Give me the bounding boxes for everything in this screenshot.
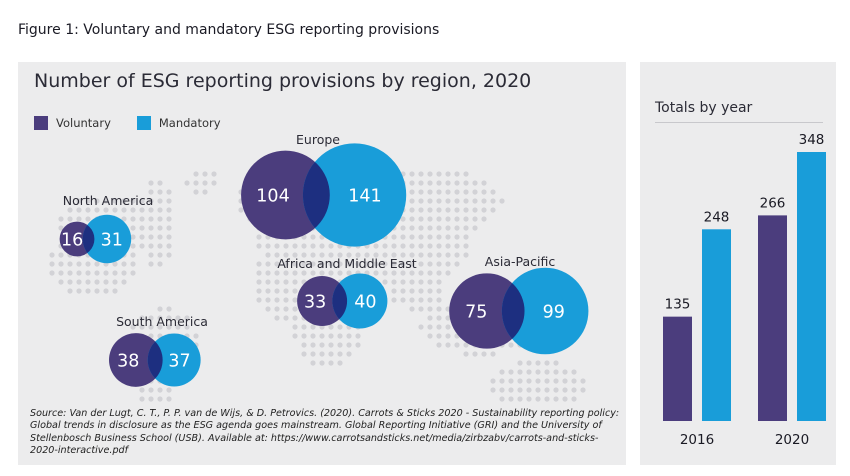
totals-panel: Totals by year 135 248 2016 266 348 2020 (640, 62, 836, 465)
data-label-mandatory: 31 (101, 231, 123, 251)
x-tick-label: 2016 (680, 432, 714, 448)
totals-title-rule (655, 122, 823, 123)
data-label-mandatory: 40 (354, 293, 376, 313)
legend-swatch-mandatory (136, 116, 151, 130)
region-label: Asia-Pacific (485, 254, 556, 269)
data-label-voluntary: 38 (117, 352, 139, 372)
bubble-mandatory (147, 333, 201, 387)
legend-label-voluntary: Voluntary (56, 116, 111, 130)
bubble-voluntary (297, 276, 348, 326)
legend-item-voluntary: Voluntary (34, 116, 111, 130)
bubble-mandatory (82, 214, 132, 264)
bubble-voluntary (109, 333, 163, 387)
region-label: South America (116, 314, 208, 329)
map-panel: 16 31 North America 104 141 Europe 33 40 Africa … (18, 62, 626, 465)
region-africa-and-middle-east: 33 40 Africa and Middle East (277, 256, 417, 329)
bubble-chart: 16 31 North America 104 141 Europe 33 40 Africa … (49, 132, 589, 402)
data-label-mandatory: 99 (543, 303, 565, 323)
region-asia-pacific: 75 99 Asia-Pacific (449, 254, 589, 355)
figure-title: Figure 1: Voluntary and mandatory ESG re… (18, 22, 440, 38)
data-label-mandatory: 141 (348, 187, 381, 207)
legend: Voluntary Mandatory (34, 116, 247, 130)
bubble-voluntary (241, 150, 330, 240)
bar-value-label: 248 (704, 209, 730, 225)
source-note: Source: Van der Lugt, C. T., P. P. van d… (30, 408, 620, 457)
bar-voluntary-2020 (758, 215, 787, 421)
data-label-voluntary: 104 (256, 187, 289, 207)
data-label-voluntary: 33 (304, 293, 326, 313)
region-south-america: 38 37 South America (109, 314, 208, 387)
data-label-mandatory: 37 (168, 352, 190, 372)
bubble-mandatory (302, 143, 407, 247)
legend-item-mandatory: Mandatory (136, 116, 221, 130)
region-europe: 104 141 Europe (241, 132, 407, 247)
bar-value-label: 348 (799, 132, 825, 148)
legend-swatch-voluntary (34, 116, 48, 130)
data-label-voluntary: 16 (61, 231, 83, 251)
bar-mandatory-2016 (702, 229, 731, 421)
legend-label-mandatory: Mandatory (158, 116, 221, 130)
bubble-mandatory (332, 273, 388, 329)
data-label-voluntary: 75 (465, 303, 487, 323)
bar-chart: 135 248 2016 266 348 2020 (663, 132, 826, 448)
region-north-america: 16 31 North America (59, 193, 154, 264)
region-label: Africa and Middle East (277, 256, 416, 271)
region-label: Europe (296, 132, 340, 147)
region-label: North America (63, 193, 154, 208)
chart-title: Number of ESG reporting provisions by re… (34, 70, 532, 92)
totals-title: Totals by year (655, 100, 753, 116)
x-tick-label: 2020 (775, 432, 809, 448)
bar-mandatory-2020 (797, 152, 826, 421)
bubble-mandatory (501, 267, 589, 355)
bar-value-label: 266 (760, 195, 786, 211)
bar-value-label: 135 (665, 297, 691, 313)
bar-voluntary-2016 (663, 316, 692, 421)
bubble-voluntary (449, 273, 525, 349)
